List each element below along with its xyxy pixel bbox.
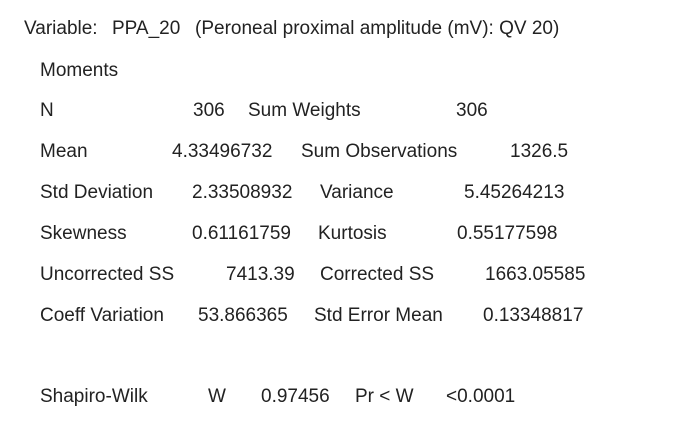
normality-stat-label: W (208, 386, 226, 407)
normality-stat-value: 0.97456 (261, 386, 330, 407)
stat-value: 0.61161759 (192, 223, 291, 244)
section-title-moments: Moments (40, 60, 119, 81)
variable-description: (Peroneal proximal amplitude (mV): QV 20… (195, 18, 560, 39)
stat-label: Std Error Mean (314, 305, 443, 326)
stat-value: 5.45264213 (464, 182, 565, 203)
stat-value: 0.55177598 (457, 223, 558, 244)
normality-p-value: <0.0001 (446, 386, 516, 407)
stat-label: N (40, 100, 54, 121)
stat-label: Mean (40, 141, 88, 162)
stat-value: 306 (193, 100, 225, 121)
stat-label: Sum Weights (248, 100, 361, 121)
stat-value: 7413.39 (226, 264, 295, 285)
stat-label: Skewness (40, 223, 127, 244)
stat-label: Uncorrected SS (40, 264, 175, 285)
normality-p-label: Pr < W (355, 386, 414, 407)
variable-name: PPA_20 (112, 18, 181, 39)
normality-test-name: Shapiro-Wilk (40, 386, 148, 407)
variable-label: Variable: (24, 18, 98, 39)
stat-value: 4.33496732 (172, 141, 273, 162)
stat-label: Sum Observations (301, 141, 458, 162)
stat-label: Kurtosis (318, 223, 387, 244)
stat-value: 1663.05585 (485, 264, 586, 285)
stat-value: 306 (456, 100, 488, 121)
stat-value: 0.13348817 (483, 305, 584, 326)
stat-label: Std Deviation (40, 182, 154, 203)
stat-value: 53.866365 (198, 305, 288, 326)
stat-value: 2.33508932 (192, 182, 293, 203)
stat-value: 1326.5 (510, 141, 569, 162)
stat-label: Variance (320, 182, 394, 203)
stat-label: Corrected SS (320, 264, 435, 285)
stat-label: Coeff Variation (40, 305, 164, 326)
